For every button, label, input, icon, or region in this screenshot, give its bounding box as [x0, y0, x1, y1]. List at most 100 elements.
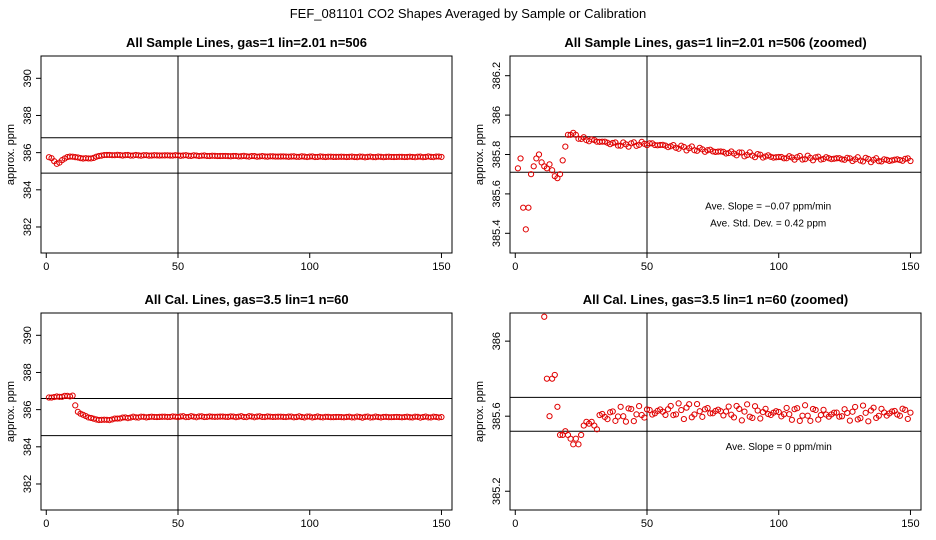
data-point	[807, 417, 814, 424]
data-point	[614, 142, 622, 149]
data-point	[904, 415, 911, 423]
data-point	[625, 405, 632, 412]
data-point	[662, 411, 669, 419]
x-tick-label: 150	[901, 518, 919, 530]
data-point	[435, 153, 442, 160]
data-point	[744, 401, 751, 408]
data-point	[541, 313, 548, 320]
data-point	[680, 415, 687, 423]
data-point	[578, 431, 585, 439]
data-point	[667, 402, 674, 410]
data-point	[862, 409, 869, 416]
data-point	[612, 417, 619, 424]
x-tick-label: 150	[901, 261, 919, 273]
plot-annotation: Ave. Slope = −0.07 ppm/min	[705, 202, 831, 213]
data-point	[693, 400, 701, 408]
data-point	[859, 402, 867, 409]
data-point	[635, 403, 643, 410]
data-point	[902, 406, 909, 413]
data-point	[691, 411, 698, 418]
data-point	[633, 411, 640, 418]
data-point	[622, 418, 630, 425]
data-point	[812, 406, 819, 414]
data-point	[520, 204, 527, 211]
y-axis-label: approx. ppm	[5, 381, 17, 442]
plot-frame	[40, 55, 453, 254]
data-point	[754, 407, 761, 414]
data-point	[786, 411, 793, 418]
data-point	[704, 404, 711, 412]
data-point	[844, 154, 851, 161]
data-point	[678, 406, 685, 414]
data-point	[738, 417, 745, 424]
y-tick-label: 386	[491, 106, 503, 124]
x-tick-label: 100	[770, 518, 788, 530]
data-point	[628, 405, 635, 413]
data-point	[696, 408, 703, 415]
data-point	[564, 131, 572, 138]
y-tick-label: 388	[22, 106, 34, 124]
data-point	[780, 155, 788, 162]
x-tick-label: 50	[172, 518, 184, 530]
data-point	[852, 403, 859, 411]
data-point	[527, 171, 535, 178]
data-point	[717, 148, 724, 155]
x-tick-label: 50	[641, 261, 653, 273]
y-tick-label: 386	[22, 143, 34, 161]
x-tick-label: 0	[512, 518, 518, 530]
data-point	[567, 435, 574, 442]
data-point	[643, 406, 651, 413]
data-point	[794, 405, 801, 412]
data-points	[514, 129, 914, 233]
data-point	[846, 417, 853, 424]
data-point	[87, 155, 95, 162]
data-point	[530, 163, 537, 170]
data-point	[817, 411, 824, 419]
data-point	[535, 151, 543, 158]
plot-p1: All Sample Lines, gas=1 lin=2.01 n=506 0 5…	[5, 35, 453, 273]
y-tick-label: 385.8	[491, 141, 503, 169]
x-tick-label: 50	[172, 261, 184, 273]
data-point	[730, 414, 738, 421]
figure-title: FEF_081101 CO2 Shapes Averaged by Sample…	[289, 6, 647, 21]
plot-title: All Sample Lines, gas=1 lin=2.01 n=506	[126, 35, 367, 50]
data-point	[620, 413, 627, 420]
data-point	[799, 156, 806, 163]
data-point	[844, 409, 851, 417]
x-tick-label: 100	[301, 261, 319, 273]
data-point	[588, 136, 595, 143]
data-point	[670, 412, 677, 419]
data-point	[870, 404, 877, 411]
data-point	[801, 402, 809, 409]
plot-frame	[40, 312, 453, 511]
data-point	[838, 413, 846, 420]
data-point	[836, 413, 843, 420]
y-tick-label: 386	[22, 400, 34, 418]
data-point	[809, 405, 817, 413]
data-point	[815, 416, 822, 423]
data-point	[525, 204, 532, 211]
y-tick-label: 386	[491, 332, 503, 350]
data-point	[570, 441, 577, 448]
plot-p2: All Sample Lines, gas=1 lin=2.01 n=506 (…	[474, 35, 922, 273]
y-axis-label: approx. ppm	[474, 124, 486, 185]
data-point	[614, 413, 622, 420]
data-point	[722, 150, 730, 157]
y-axis-label: approx. ppm	[474, 381, 486, 442]
x-tick-label: 100	[301, 518, 319, 530]
data-point	[546, 413, 553, 420]
plot-title: All Cal. Lines, gas=3.5 lin=1 n=60 (zoom…	[583, 292, 849, 307]
y-tick-label: 385.2	[491, 477, 503, 505]
plot-annotation: Ave. Slope = 0 ppm/min	[726, 442, 832, 453]
data-points	[45, 392, 445, 424]
data-point	[572, 435, 579, 442]
y-tick-label: 382	[22, 475, 34, 493]
data-point	[736, 149, 743, 156]
data-point	[580, 422, 587, 429]
data-point	[686, 401, 693, 408]
data-point	[607, 409, 614, 416]
data-point	[799, 412, 806, 419]
data-point	[69, 392, 76, 399]
data-point	[438, 413, 445, 421]
plot-title: All Sample Lines, gas=1 lin=2.01 n=506 (…	[564, 35, 866, 50]
